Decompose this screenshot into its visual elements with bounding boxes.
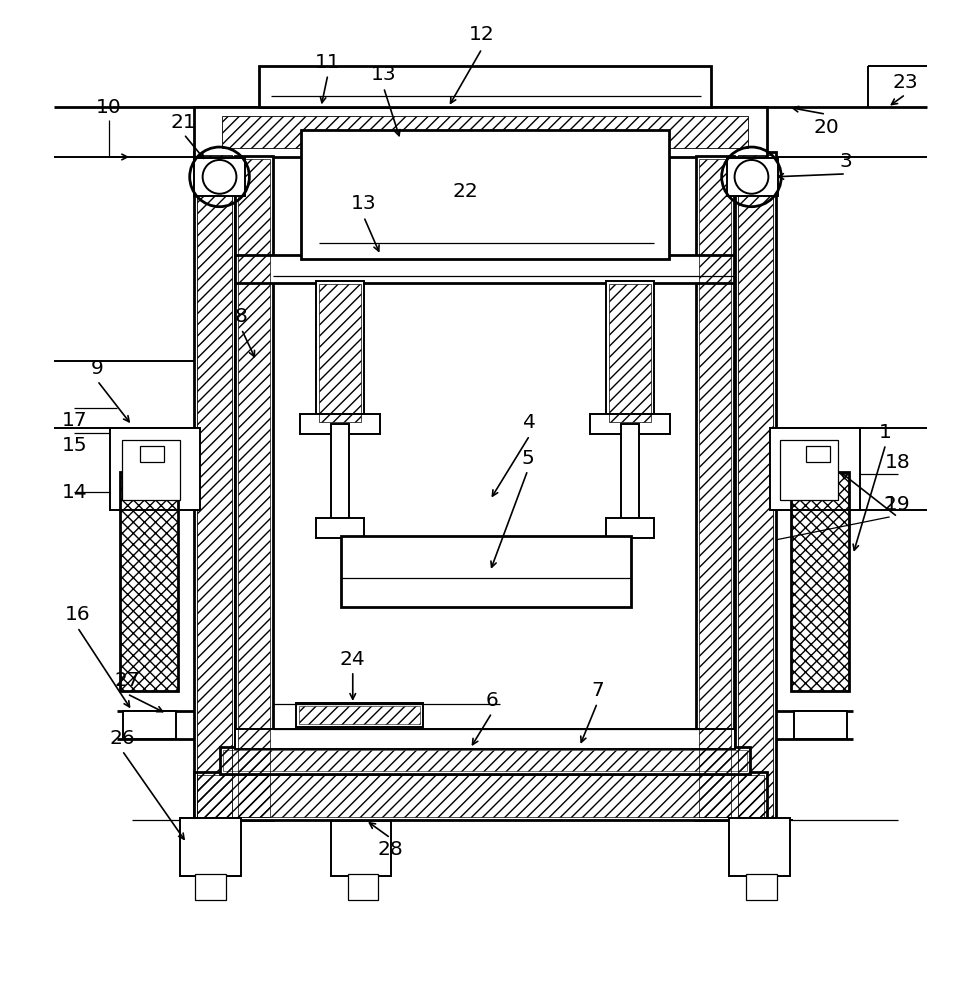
Text: 21: 21 — [171, 113, 196, 132]
Bar — [197, 775, 764, 817]
Bar — [728, 818, 790, 876]
Text: 23: 23 — [892, 73, 919, 92]
Text: 20: 20 — [813, 118, 839, 137]
Bar — [746, 874, 778, 900]
Bar — [738, 155, 773, 817]
Text: 12: 12 — [469, 25, 495, 44]
Bar — [193, 772, 767, 820]
Bar — [296, 703, 423, 727]
Bar — [590, 414, 670, 434]
Bar — [781, 440, 838, 500]
Bar — [110, 428, 200, 510]
Text: 6: 6 — [486, 691, 498, 710]
Bar — [235, 255, 733, 283]
Bar — [699, 159, 730, 817]
Text: 22: 22 — [452, 182, 478, 201]
Bar — [221, 116, 749, 148]
Bar — [331, 424, 349, 522]
Text: 7: 7 — [591, 681, 604, 700]
Bar — [726, 158, 779, 196]
Bar — [235, 729, 735, 749]
Bar — [299, 706, 420, 724]
Bar — [348, 874, 378, 900]
Bar — [222, 750, 748, 771]
Text: 16: 16 — [64, 605, 90, 624]
Bar — [259, 66, 711, 107]
Text: 1: 1 — [880, 423, 892, 442]
Bar — [316, 281, 364, 425]
Bar — [197, 155, 232, 817]
Text: 9: 9 — [91, 359, 104, 378]
Text: 2: 2 — [884, 495, 896, 514]
Text: 11: 11 — [315, 53, 341, 72]
Bar — [193, 107, 767, 157]
Text: 17: 17 — [61, 411, 87, 430]
Text: 24: 24 — [340, 650, 366, 669]
Text: 10: 10 — [96, 98, 122, 117]
Bar — [239, 159, 270, 817]
Bar — [318, 284, 360, 422]
Bar — [770, 428, 860, 510]
Text: 18: 18 — [885, 453, 911, 472]
Bar — [193, 158, 246, 196]
Bar — [791, 472, 849, 691]
Bar — [235, 156, 273, 820]
Bar — [606, 281, 654, 425]
Bar — [735, 152, 777, 820]
Text: 3: 3 — [840, 152, 853, 171]
Bar — [331, 821, 390, 876]
Bar — [606, 518, 654, 538]
Bar — [219, 747, 751, 774]
Text: 15: 15 — [61, 436, 87, 455]
Text: 8: 8 — [235, 307, 248, 326]
Text: 26: 26 — [110, 729, 135, 748]
Bar — [806, 446, 830, 462]
Bar — [193, 152, 235, 820]
Bar — [696, 156, 733, 820]
Bar — [194, 874, 226, 900]
Bar — [300, 414, 380, 434]
Bar — [609, 284, 651, 422]
Text: 27: 27 — [115, 671, 140, 690]
Text: 5: 5 — [521, 449, 534, 468]
Text: 13: 13 — [371, 65, 396, 84]
Text: 14: 14 — [61, 483, 87, 502]
Bar — [316, 518, 364, 538]
Bar — [794, 711, 847, 739]
Bar — [123, 711, 176, 739]
Bar — [180, 818, 242, 876]
Text: 19: 19 — [885, 495, 911, 514]
Text: 4: 4 — [523, 413, 536, 432]
Bar — [341, 536, 631, 607]
Bar — [301, 130, 669, 259]
Bar — [122, 440, 180, 500]
Text: 13: 13 — [351, 194, 377, 213]
Bar — [621, 424, 639, 522]
Bar — [140, 446, 164, 462]
Text: 28: 28 — [378, 840, 403, 859]
Bar — [120, 472, 178, 691]
